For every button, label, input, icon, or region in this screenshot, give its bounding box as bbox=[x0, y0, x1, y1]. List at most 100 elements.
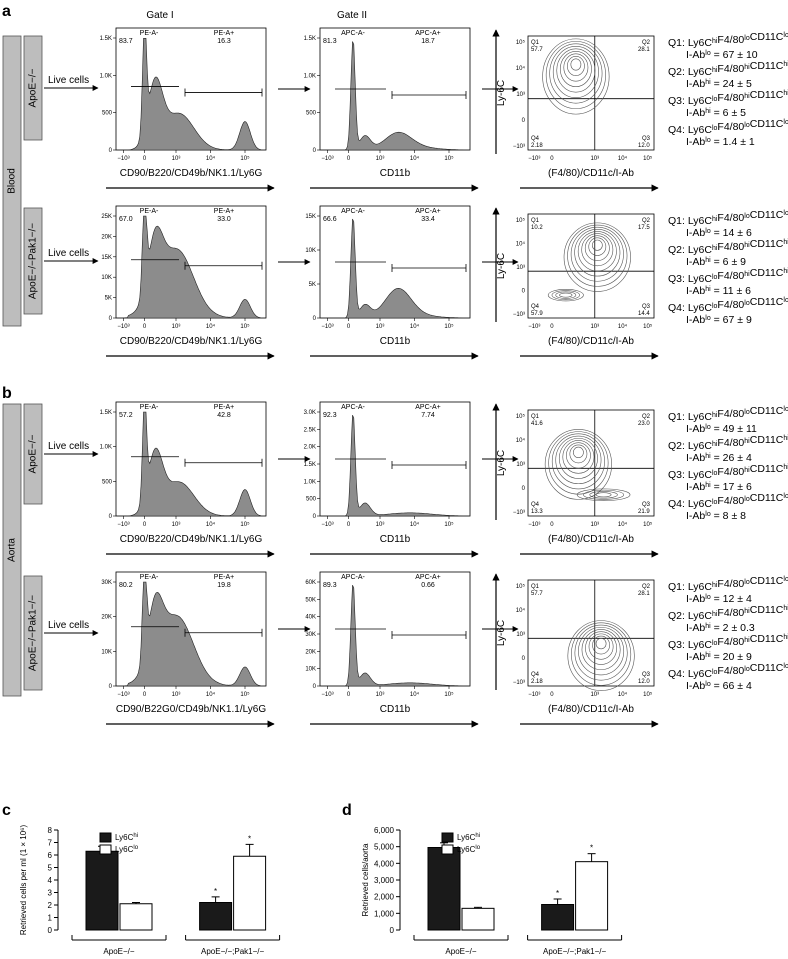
y-tick-label: 1.0K bbox=[100, 73, 112, 79]
quadrant-q1-value: 57.7 bbox=[531, 591, 543, 597]
quadrant-def-line: Q4: Ly6CloF4/80loCD11Clo bbox=[668, 296, 788, 314]
quadrant-stat-line: I-Abhi = 17 ± 6 bbox=[686, 481, 752, 493]
x-tick-label: 10⁵ bbox=[444, 521, 454, 528]
y-tick-label: 20K bbox=[101, 615, 112, 621]
y-tick-label: 10⁵ bbox=[516, 413, 526, 420]
quadrant-q3-value: 12.0 bbox=[638, 679, 650, 685]
gate-pos-label: APC-A+ bbox=[415, 208, 440, 215]
genotype-row-1-box bbox=[23, 35, 43, 141]
bar-Ly6Clo-0 bbox=[119, 903, 153, 931]
gate-neg-label: PE-A- bbox=[140, 30, 159, 37]
histogram-row2-gate1: 25K 20K 15K 10K 5K 0 −10³ 0 10³ 10⁴ 10⁵ PE-A- PE-A+ 6… bbox=[101, 205, 275, 360]
bar-Ly6Clo-1 bbox=[575, 861, 609, 931]
legend-swatch bbox=[99, 844, 112, 855]
gate-neg-pct: 81.3 bbox=[323, 38, 337, 45]
x-tick-label: 0 bbox=[143, 692, 147, 698]
x-axis-label: CD11b bbox=[380, 336, 411, 347]
y-tick-label: 3 bbox=[48, 889, 53, 898]
contour-line bbox=[574, 624, 628, 681]
live-cells-label-1: Live cells bbox=[48, 75, 89, 86]
histogram-area bbox=[116, 215, 266, 319]
histogram-row3-gate2: 3.0K 2.5K 2.0K 1.5K 1.0K 500 0 −10³ 0 10³ 10⁴ 10⁵ AP… bbox=[304, 401, 479, 558]
contour-line bbox=[571, 622, 632, 686]
gate-pos-label: PE-A+ bbox=[214, 208, 234, 215]
contour-line bbox=[562, 440, 595, 474]
quadrant-def-line: Q4: Ly6CloF4/80loCD11Clo bbox=[668, 662, 788, 680]
contour-line bbox=[548, 431, 609, 495]
quadrant-q4-name: Q4 bbox=[531, 672, 540, 678]
x-tick-label: 10⁵ bbox=[643, 521, 653, 528]
x-tick-label: 0 bbox=[143, 324, 147, 330]
quadrant-q2-value: 28.1 bbox=[638, 47, 650, 53]
y-tick-label: 10⁴ bbox=[516, 437, 526, 444]
quadrant-def-line: Q1: Ly6ChiF4/80loCD11Clo bbox=[668, 31, 788, 49]
gate-header-1: Gate I bbox=[146, 10, 173, 21]
gate-pos-label: PE-A+ bbox=[214, 574, 234, 581]
contour-line bbox=[588, 237, 607, 256]
live-cells-label-4: Live cells bbox=[48, 620, 89, 631]
contour-line bbox=[549, 43, 603, 104]
y-tick-label: 5K bbox=[309, 282, 316, 288]
y-tick-label: 10K bbox=[305, 667, 316, 673]
gate-pos-label: APC-A+ bbox=[415, 404, 440, 411]
tissue-aorta-box bbox=[2, 403, 22, 697]
x-axis-label: CD11b bbox=[380, 168, 411, 179]
quadrant-def-line: Q3: Ly6CloF4/80hiCD11Chi bbox=[668, 463, 788, 481]
quadrant-q1-name: Q1 bbox=[531, 414, 540, 420]
quadrant-q1-value: 41.6 bbox=[531, 421, 543, 427]
gate-neg-label: APC-A- bbox=[341, 574, 365, 581]
contour-line bbox=[584, 235, 610, 261]
y-tick-label: 10³ bbox=[516, 462, 525, 468]
x-tick-label: 10⁴ bbox=[618, 155, 628, 162]
x-tick-label: −10³ bbox=[321, 692, 333, 698]
x-tick-label: 10⁴ bbox=[206, 155, 216, 162]
x-tick-label: 10⁵ bbox=[444, 323, 454, 330]
genotype-row-3-box bbox=[23, 403, 43, 505]
gate-pos-label: PE-A+ bbox=[214, 404, 234, 411]
gate-pos-pct: 19.8 bbox=[217, 582, 231, 589]
contour-line bbox=[555, 435, 602, 485]
quadrant-q4-name: Q4 bbox=[531, 502, 540, 508]
gate-pos-pct: 0.66 bbox=[421, 582, 435, 589]
y-tick-label: 0 bbox=[109, 684, 113, 690]
x-axis-label: CD90/B220/CD49b/NK1.1/Ly6G bbox=[120, 534, 263, 545]
contour-line bbox=[556, 48, 596, 93]
quadrant-q3-value: 14.4 bbox=[638, 311, 650, 317]
x-tick-label: 10⁴ bbox=[410, 691, 420, 698]
bar-Ly6Chi-1 bbox=[541, 904, 575, 931]
y-tick-label: 0 bbox=[48, 926, 53, 935]
x-tick-label: 10³ bbox=[172, 156, 181, 162]
quadrant-q4-value: 2.18 bbox=[531, 679, 543, 685]
gate-neg-pct: 92.3 bbox=[323, 412, 337, 419]
gate-pos-label: PE-A+ bbox=[214, 30, 234, 37]
gate-neg-label: PE-A- bbox=[140, 574, 159, 581]
y-tick-label: 0 bbox=[522, 289, 526, 295]
x-tick-label: 10⁵ bbox=[643, 323, 653, 330]
x-tick-label: 0 bbox=[143, 522, 147, 528]
histograms-layer: 1.5K 1.0K 500 0 −10³ 0 10³ 10⁴ 10⁵ PE-A- PE-A+ 83.7… bbox=[100, 27, 479, 728]
gate-neg-pct: 57.2 bbox=[119, 412, 133, 419]
quadrant-q1-name: Q1 bbox=[531, 584, 540, 590]
contour-line bbox=[563, 53, 589, 82]
tissue-aorta-label: Aorta bbox=[7, 538, 18, 562]
x-tick-label: 0 bbox=[143, 156, 147, 162]
y-tick-label: 0 bbox=[390, 926, 395, 935]
quadrant-stat-line: I-Abhi = 2 ± 0.3 bbox=[686, 622, 755, 634]
contour-line bbox=[591, 239, 603, 251]
x-tick-label: 10⁵ bbox=[240, 691, 250, 698]
x-tick-label: 10⁴ bbox=[206, 521, 216, 528]
histogram-area bbox=[116, 411, 266, 517]
contour-line bbox=[570, 58, 582, 71]
gate-pos-label: APC-A+ bbox=[415, 30, 440, 37]
quadrant-def-line: Q1: Ly6ChiF4/80loCD11Clo bbox=[668, 405, 788, 423]
quadrant-def-line: Q4: Ly6CloF4/80loCD11Clo bbox=[668, 118, 788, 136]
y-tick-label: 15K bbox=[101, 255, 112, 261]
contour-line bbox=[555, 291, 577, 299]
legend-swatch bbox=[99, 832, 112, 843]
histogram-area bbox=[320, 584, 471, 687]
y-tick-label: 2.0K bbox=[304, 445, 316, 451]
x-tick-label: 10³ bbox=[172, 324, 181, 330]
quadrant-q2-value: 23.0 bbox=[638, 421, 650, 427]
x-tick-label: 10⁵ bbox=[240, 323, 250, 330]
